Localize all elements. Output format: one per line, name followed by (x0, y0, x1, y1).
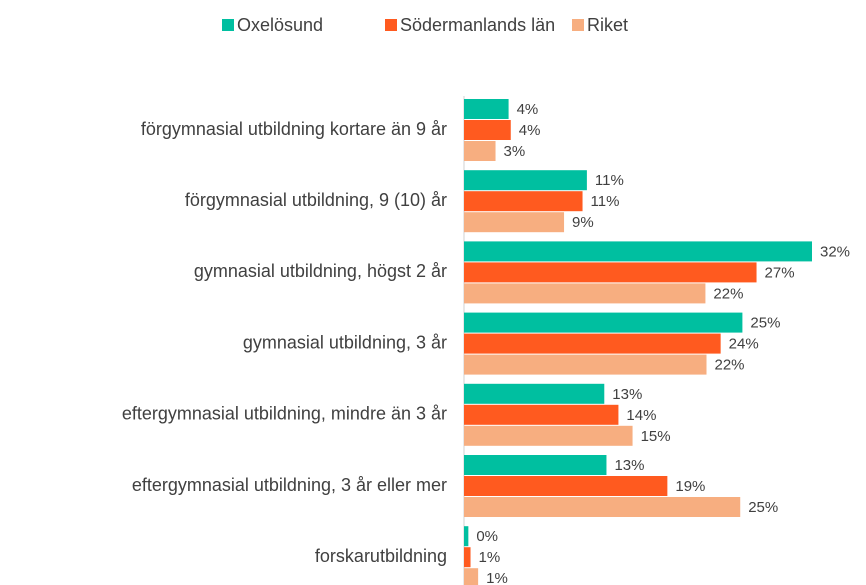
value-label: 0% (476, 528, 498, 545)
bar (464, 354, 707, 375)
value-label: 4% (517, 101, 539, 118)
value-label: 14% (626, 407, 656, 424)
value-label: 19% (675, 478, 705, 495)
bar (464, 283, 706, 304)
bar (464, 497, 741, 517)
category-label: gymnasial utbildning, 3 år (243, 332, 447, 352)
value-label: 1% (479, 549, 501, 566)
category-label: eftergymnasial utbildning, 3 år eller me… (132, 475, 447, 495)
value-label: 1% (486, 570, 508, 585)
bar (464, 141, 496, 161)
bar (464, 262, 757, 283)
value-label: 11% (595, 172, 624, 189)
category-label: förgymnasial utbildning, 9 (10) år (185, 190, 447, 210)
bar (464, 241, 812, 262)
value-label: 4% (519, 122, 541, 139)
legend-swatch (222, 19, 234, 31)
category-label: eftergymnasial utbildning, mindre än 3 å… (122, 404, 447, 424)
bar (464, 191, 583, 212)
bar (464, 568, 479, 585)
value-label: 22% (715, 357, 745, 374)
value-label: 15% (641, 428, 671, 445)
value-label: 9% (572, 214, 594, 231)
bar (464, 404, 619, 425)
bar (464, 425, 633, 446)
value-label: 22% (713, 285, 743, 302)
value-label: 32% (820, 243, 850, 260)
category-label: gymnasial utbildning, högst 2 år (194, 261, 447, 281)
bar (464, 120, 511, 140)
bar (464, 312, 743, 333)
value-label: 27% (765, 264, 795, 281)
category-label: förgymnasial utbildning kortare än 9 år (141, 119, 447, 139)
bar (464, 476, 668, 496)
legend-swatch (572, 19, 584, 31)
bar (464, 455, 607, 475)
value-label: 13% (614, 457, 644, 474)
bar (464, 526, 469, 547)
value-label: 25% (750, 315, 780, 332)
legend-label: Södermanlands län (400, 15, 555, 35)
bar (464, 333, 721, 354)
legend-swatch (385, 19, 397, 31)
legend-label: Oxelösund (237, 15, 323, 35)
value-label: 24% (729, 336, 759, 353)
value-label: 13% (612, 386, 642, 403)
category-label: forskarutbildning (315, 546, 447, 566)
bar (464, 99, 509, 119)
value-label: 25% (748, 499, 778, 516)
value-label: 11% (591, 193, 620, 210)
bar (464, 212, 565, 233)
bar (464, 383, 605, 404)
bar (464, 170, 587, 191)
bar (464, 547, 471, 568)
value-label: 3% (504, 143, 526, 160)
legend-label: Riket (587, 15, 628, 35)
